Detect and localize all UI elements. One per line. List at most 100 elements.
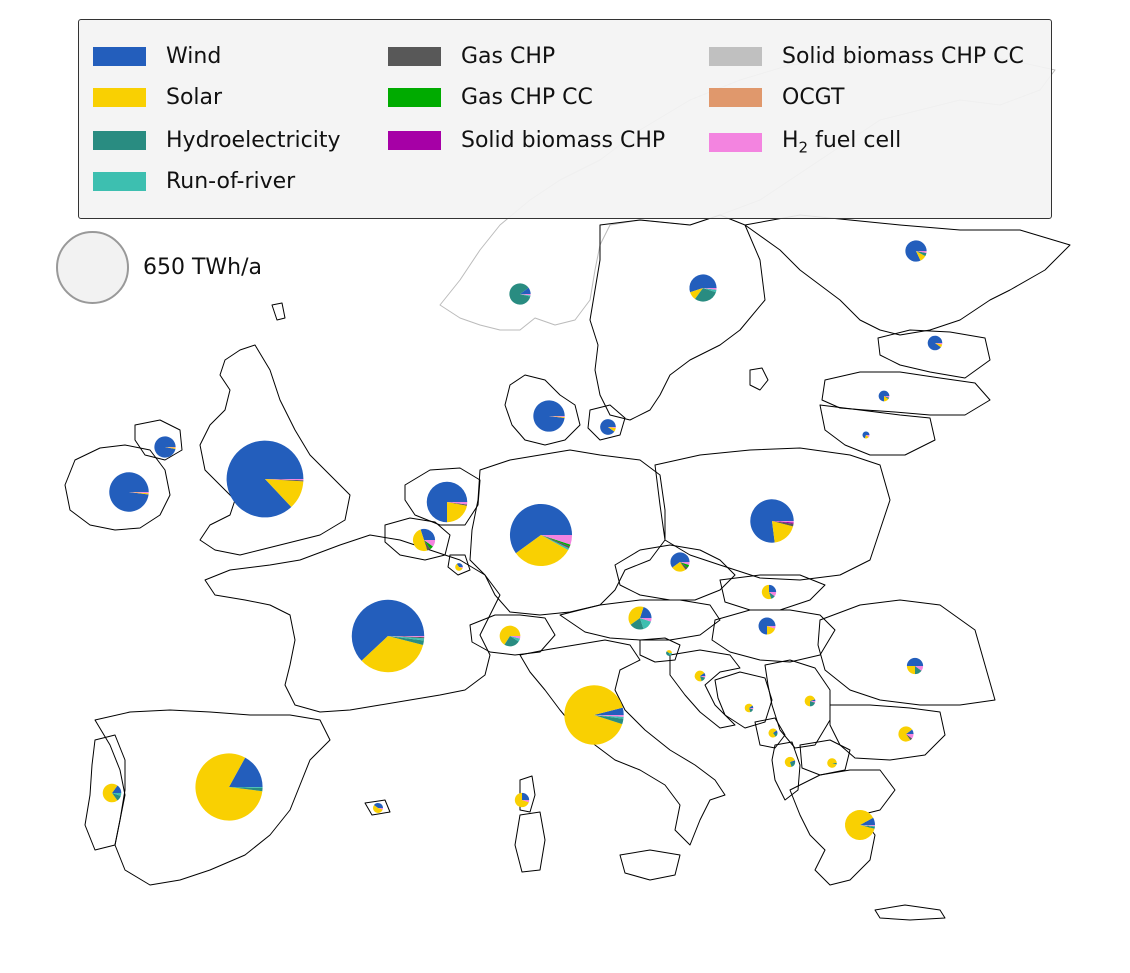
pie-no (509, 283, 531, 305)
pie-slice-it-h2fc (594, 715, 624, 717)
pie-slice-de-gaschp (541, 535, 570, 549)
sicily-outline (619, 849, 681, 881)
poland-outline (654, 447, 891, 581)
pie-slice-al-wind (790, 760, 796, 762)
pie-slice-ee-solar (935, 343, 943, 348)
legend-item-biomass-chp: Solid biomass CHP (388, 127, 666, 153)
pie-slice-sk-hydro (769, 592, 775, 599)
pie-ba (744, 703, 754, 713)
pie-slice-fr-h2fc (388, 636, 425, 638)
pie-slice-rs-wind (810, 699, 816, 701)
slovenia-outline (639, 637, 681, 663)
lithuania-outline (819, 404, 936, 456)
legend-label-ror: Run-of-river (166, 168, 296, 194)
shetland-outline (271, 302, 286, 321)
pie-bal (373, 803, 383, 813)
legend-label-solar: Solar (166, 84, 223, 110)
pie-slice-dk-solar (549, 416, 565, 418)
austria-outline (559, 599, 721, 641)
pie-slice-lu-wind (456, 563, 463, 567)
pie-cor (514, 792, 530, 808)
pie-slice-es-wind (229, 757, 263, 787)
pie-slice-cz-h2fc (680, 562, 690, 565)
legend-label-hydro: Hydroelectricity (166, 127, 341, 153)
legend-item-wind: Wind (93, 43, 222, 69)
legend-item-gas-chp-cc: Gas CHP CC (388, 84, 593, 110)
pie-slice-gb-solar (265, 479, 304, 508)
legend-swatch-biomass-chp-cc (709, 46, 762, 66)
pie-nl (426, 481, 468, 523)
pie-ie (109, 472, 149, 512)
pie-slice-lv-hydro (884, 396, 890, 400)
pie-lv (878, 390, 890, 402)
pie-mk (827, 758, 837, 768)
legend-label-gas-chp-cc: Gas CHP CC (461, 84, 593, 110)
pie-slice-sk-h2fc (769, 592, 777, 597)
legend-label-wind: Wind (166, 43, 222, 69)
legend-swatch-wind (93, 46, 146, 66)
pie-slice-fi-hydro (916, 251, 927, 257)
pie-slice-ro-h2fc (915, 666, 924, 671)
pie-slice-hu-solar (767, 626, 776, 635)
pie-bg (898, 726, 914, 742)
pie-slice-it-solar (564, 685, 623, 745)
pie-slice-cz-gaschpcc (680, 562, 690, 568)
italy-outline (519, 639, 726, 846)
pie-slice-cor-solar (514, 792, 529, 808)
pie-slice-nl-h2fc (447, 502, 468, 505)
pie-slice-hr-h2fc (700, 676, 706, 678)
pie-slice-mk-hydro (832, 763, 837, 765)
pie-layer (102, 240, 943, 841)
pie-gb (226, 440, 304, 518)
pie-slice-nl-solar (447, 502, 467, 523)
belgium-outline (384, 517, 451, 561)
pie-slice-sk-wind (769, 584, 777, 592)
legend: Wind Solar Hydroelectricity Run-of-river… (78, 19, 1052, 219)
pie-slice-be-wind (420, 528, 436, 540)
pie-si (666, 650, 672, 656)
pie-slice-ch-h2fc (510, 636, 521, 639)
ireland-outline (64, 444, 171, 531)
sardinia-outline (514, 811, 546, 873)
pie-slice-se-h2fc (703, 288, 717, 290)
pie-sk (761, 584, 777, 600)
bosnia-outline (714, 671, 773, 729)
pie-slice-bg-solar (898, 726, 913, 742)
sweden-outline (589, 214, 766, 421)
pie-slice-de-wind (509, 503, 573, 554)
pie-slice-gb-wind (226, 440, 304, 518)
pie-slice-at-hydro (630, 618, 644, 630)
pie-ee (927, 335, 943, 351)
legend-item-hydro: Hydroelectricity (93, 127, 341, 153)
pie-slice-pt-wind (112, 785, 122, 793)
pie-slice-de-solar (515, 535, 569, 567)
bulgaria-outline (829, 704, 946, 761)
pie-slice-ch-solar (499, 625, 521, 645)
czechia-outline (614, 544, 736, 601)
pie-slice-ro-hydro (915, 666, 922, 675)
denmark-outline (504, 374, 581, 446)
legend-swatch-solar (93, 87, 146, 107)
pie-slice-cor-wind (522, 792, 530, 800)
pie-slice-no-hydro (509, 283, 531, 305)
legend-label-h2-fuel-cell: H2 fuel cell (782, 127, 902, 157)
pie-hr (694, 670, 706, 682)
pie-slice-es-ror (229, 787, 263, 789)
pie-slice-ni-solar (165, 447, 176, 449)
greece-outline (789, 769, 896, 886)
pie-slice-me-hydro (773, 733, 778, 737)
pie-slice-se-ror (703, 288, 717, 293)
pie-slice-pl-solar (772, 521, 794, 543)
pie-slice-lu-solar (455, 563, 463, 571)
pie-slice-lv-solar (884, 396, 889, 402)
legend-label-biomass-chp: Solid biomass CHP (461, 127, 666, 153)
pie-lu (455, 563, 463, 571)
legend-swatch-hydro (93, 130, 146, 150)
great-britain-outline (199, 344, 351, 556)
pie-slice-be-solar (412, 529, 428, 552)
pie-slice-ba-solar (744, 703, 753, 713)
legend-swatch-ocgt (709, 87, 762, 107)
pie-slice-al-solar (784, 756, 795, 768)
pie-slice-gr-h2fc (860, 825, 876, 826)
